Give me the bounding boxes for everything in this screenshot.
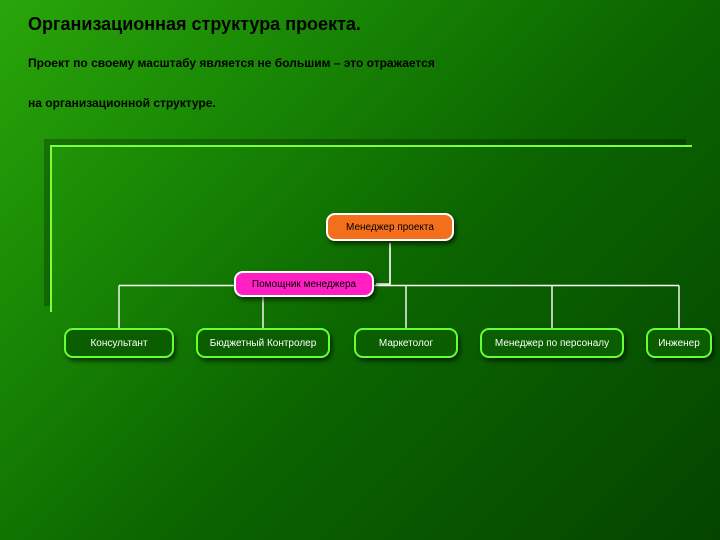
org-node-hr: Менеджер по персоналу [480, 328, 624, 358]
org-node-consult: Консультант [64, 328, 174, 358]
org-node-budget: Бюджетный Контролер [196, 328, 330, 358]
org-node-market: Маркетолог [354, 328, 458, 358]
slide: Организационная структура проекта. Проек… [0, 0, 720, 540]
org-node-assist: Помощник менеджера [234, 271, 374, 297]
org-chart: Менеджер проекта Помощник менеджера Консул… [0, 0, 720, 540]
org-chart-connectors [0, 0, 720, 540]
org-node-root: Менеджер проекта [326, 213, 454, 241]
org-node-eng: Инженер [646, 328, 712, 358]
